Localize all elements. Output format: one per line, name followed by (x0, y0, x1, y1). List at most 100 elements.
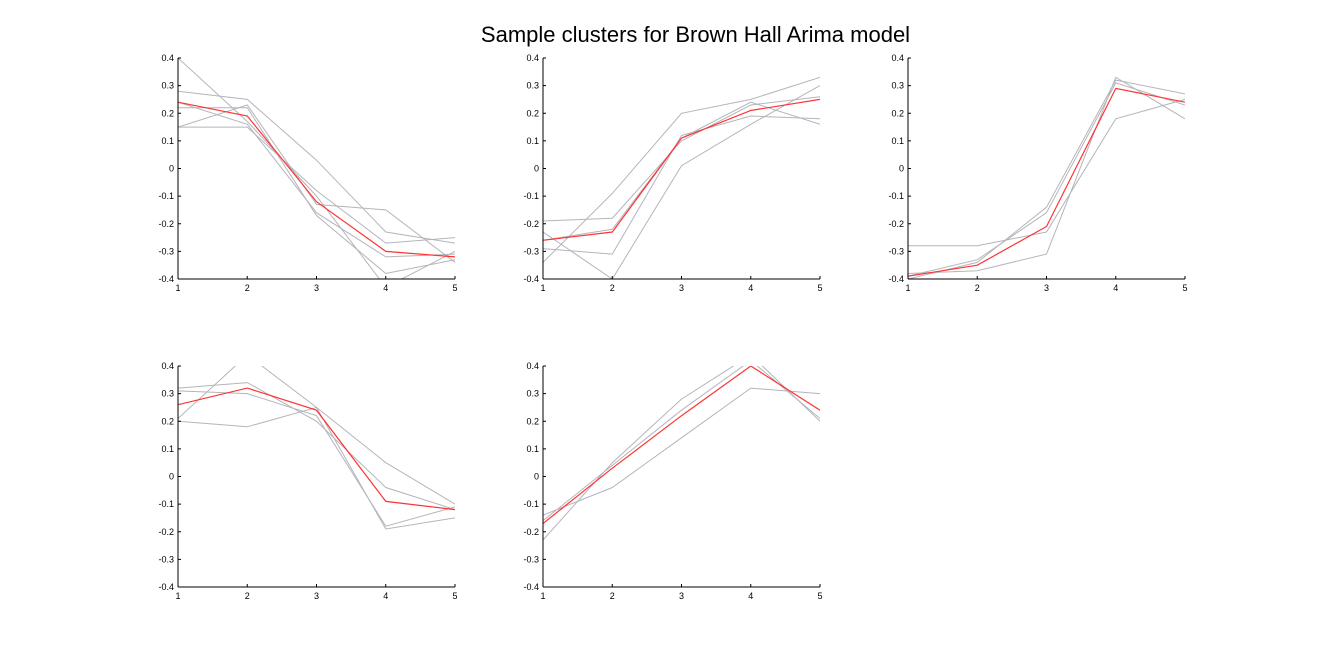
cluster-panel-4: 0.4 0.3 0.2 0.1 0 -0.1 -0.2 -0.3 -0.41 2 3 4 5 (158, 361, 457, 601)
x-tick-label: 3 (1044, 283, 1049, 293)
cluster-panel-5: 0.4 0.3 0.2 0.1 0 -0.1 -0.2 -0.3 -0.41 2 3 4 5 (523, 361, 822, 601)
member-series-line (908, 98, 1185, 247)
cluster-panel-3: 0.4 0.3 0.2 0.1 0 -0.1 -0.2 -0.3 -0.41 2 3 4 5 (888, 53, 1187, 293)
y-tick-label: 0 (534, 164, 539, 174)
cluster-panel-1: 0.4 0.3 0.2 0.1 0 -0.1 -0.2 -0.3 -0.41 2 3 4 5 (158, 53, 457, 293)
y-tick-label: 0.3 (526, 389, 539, 399)
y-tick-label: -0.3 (158, 246, 174, 256)
member-series-line (543, 85, 820, 279)
member-series-line (543, 76, 820, 263)
member-series-line (178, 104, 455, 263)
y-tick-label: 0.4 (161, 361, 174, 371)
figure-title: Sample clusters for Brown Hall Arima mod… (480, 22, 911, 47)
x-tick-label: 4 (383, 283, 388, 293)
y-tick-label: 0.3 (526, 81, 539, 91)
x-tick-label: 4 (1113, 283, 1118, 293)
y-tick-label: 0.1 (526, 444, 539, 454)
x-tick-label: 2 (610, 591, 615, 601)
member-series-line (543, 115, 820, 255)
x-tick-label: 3 (679, 591, 684, 601)
y-tick-label: 0.1 (161, 136, 174, 146)
x-tick-label: 5 (452, 283, 457, 293)
y-tick-label: 0 (534, 472, 539, 482)
member-series-line (178, 390, 455, 527)
x-tick-label: 4 (748, 591, 753, 601)
x-tick-label: 2 (610, 283, 615, 293)
x-tick-label: 2 (975, 283, 980, 293)
y-tick-label: 0.4 (526, 53, 539, 63)
x-tick-label: 2 (245, 283, 250, 293)
y-tick-label: -0.4 (523, 274, 539, 284)
y-tick-label: 0.2 (161, 416, 174, 426)
y-tick-label: -0.4 (158, 582, 174, 592)
y-tick-label: 0.4 (161, 53, 174, 63)
member-series-line (178, 382, 455, 511)
member-series-line (908, 79, 1185, 279)
x-tick-label: 5 (452, 591, 457, 601)
member-series-line (178, 126, 455, 244)
member-series-line (908, 82, 1185, 277)
x-tick-label: 3 (679, 283, 684, 293)
x-tick-label: 5 (817, 283, 822, 293)
cluster-mean-line (908, 87, 1185, 277)
x-tick-label: 5 (817, 591, 822, 601)
y-tick-label: -0.4 (888, 274, 904, 284)
y-tick-label: -0.3 (158, 554, 174, 564)
x-tick-label: 3 (314, 283, 319, 293)
y-tick-label: 0.2 (891, 108, 904, 118)
x-tick-label: 3 (314, 591, 319, 601)
y-tick-label: 0.2 (161, 108, 174, 118)
y-tick-label: -0.2 (523, 527, 539, 537)
y-tick-label: -0.1 (523, 499, 539, 509)
y-tick-label: 0.3 (161, 81, 174, 91)
cluster-mean-line (178, 101, 455, 258)
y-tick-label: 0.1 (526, 136, 539, 146)
y-tick-label: 0.3 (161, 389, 174, 399)
y-tick-label: -0.3 (523, 246, 539, 256)
member-series-line (543, 96, 820, 222)
member-series-line (543, 366, 820, 522)
cluster-mean-line (543, 366, 820, 524)
y-tick-label: 0.2 (526, 416, 539, 426)
member-series-line (178, 107, 455, 275)
member-series-line (543, 387, 820, 516)
member-series-line (543, 366, 820, 541)
x-tick-label: 5 (1182, 283, 1187, 293)
x-tick-label: 4 (748, 283, 753, 293)
y-tick-label: -0.4 (158, 274, 174, 284)
y-tick-label: -0.3 (888, 246, 904, 256)
member-series-line (178, 58, 455, 279)
y-tick-label: -0.2 (523, 219, 539, 229)
y-tick-label: -0.2 (888, 219, 904, 229)
y-tick-label: -0.2 (158, 527, 174, 537)
y-tick-label: 0.3 (891, 81, 904, 91)
cluster-panel-2: 0.4 0.3 0.2 0.1 0 -0.1 -0.2 -0.3 -0.41 2 3 4 5 (523, 53, 822, 293)
x-tick-label: 1 (905, 283, 910, 293)
y-tick-label: 0 (169, 472, 174, 482)
member-series-line (178, 366, 455, 505)
y-tick-label: -0.1 (523, 191, 539, 201)
x-tick-label: 2 (245, 591, 250, 601)
y-tick-label: -0.2 (158, 219, 174, 229)
y-tick-label: 0.1 (891, 136, 904, 146)
member-series-line (178, 406, 455, 530)
cluster-mean-line (543, 98, 820, 241)
y-tick-label: 0.4 (526, 361, 539, 371)
x-tick-label: 1 (540, 283, 545, 293)
x-tick-label: 1 (540, 591, 545, 601)
y-tick-label: -0.1 (158, 499, 174, 509)
member-series-line (178, 90, 455, 244)
member-series-line (908, 76, 1185, 274)
member-series-line (178, 101, 455, 258)
cluster-mean-line (178, 387, 455, 511)
x-tick-label: 1 (175, 283, 180, 293)
y-tick-label: 0.1 (161, 444, 174, 454)
y-tick-label: 0.4 (891, 53, 904, 63)
y-tick-label: -0.1 (158, 191, 174, 201)
y-tick-label: -0.3 (523, 554, 539, 564)
x-tick-label: 4 (383, 591, 388, 601)
x-tick-label: 1 (175, 591, 180, 601)
y-tick-label: 0 (899, 164, 904, 174)
y-tick-label: -0.4 (523, 582, 539, 592)
